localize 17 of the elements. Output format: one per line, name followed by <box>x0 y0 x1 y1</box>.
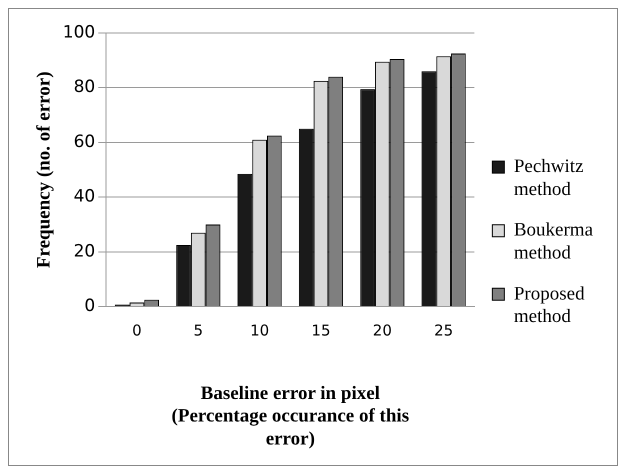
x-axis-title: Baseline error in pixel (Percentage occurance of this error) <box>172 382 410 450</box>
legend-label: Pechwitz method <box>514 156 584 200</box>
y-tick-label: 20 <box>74 241 96 262</box>
x-tick-label: 15 <box>311 321 331 340</box>
y-tick-label: 100 <box>62 22 96 42</box>
legend-label: Proposed method <box>514 283 586 328</box>
x-tick-label: 20 <box>372 321 392 340</box>
x-tick-label: 10 <box>250 321 270 340</box>
x-tick-label: 0 <box>132 321 142 340</box>
y-tick-label: 0 <box>84 296 96 316</box>
x-tick-label: 5 <box>194 321 204 340</box>
legend-label: Boukerma method <box>514 220 594 264</box>
y-tick-label: 40 <box>74 186 96 207</box>
x-tick-label: 25 <box>434 321 454 340</box>
y-axis-title: Frequency (no. of error) <box>33 71 54 268</box>
y-tick-label: 80 <box>74 77 96 98</box>
y-tick-label: 60 <box>74 132 96 152</box>
